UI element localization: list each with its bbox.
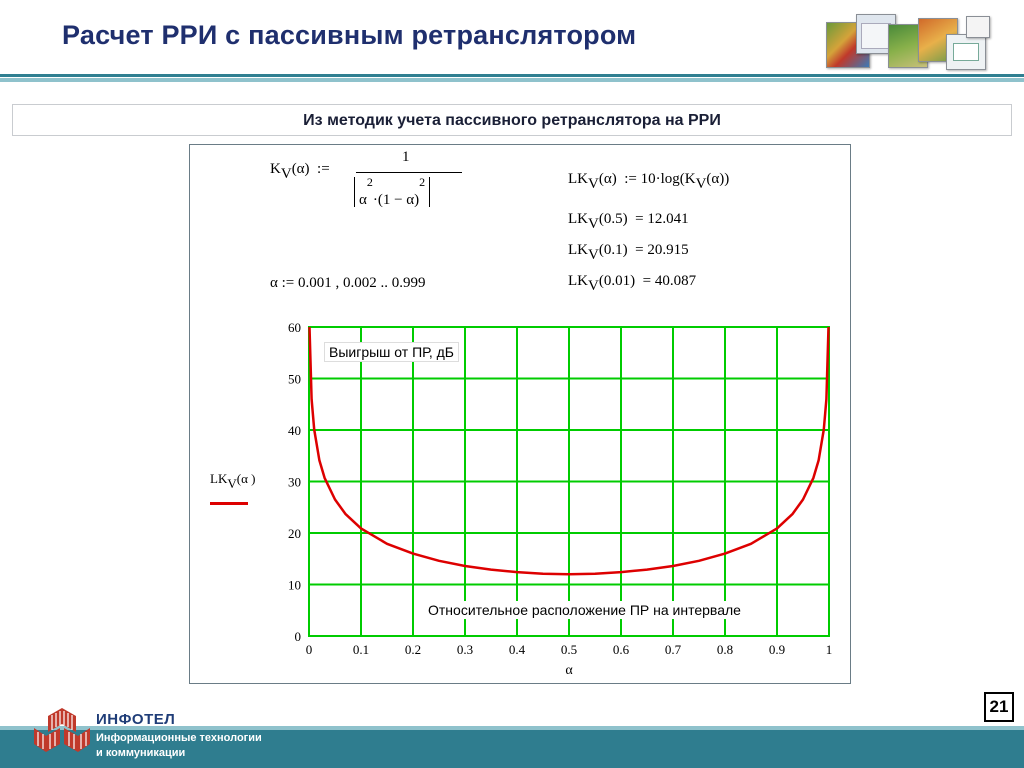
x-tick-label: 0.3	[457, 642, 473, 657]
x-tick-label: 1	[826, 642, 833, 657]
chart-legend-label: LKV(α )	[210, 471, 256, 491]
x-tick-label: 0.1	[353, 642, 369, 657]
lk-result-row: LKV(0.1) = 20.915	[568, 242, 689, 263]
footer-bar	[0, 730, 1024, 768]
header-divider	[0, 74, 1024, 82]
kv-numerator: 1	[402, 149, 410, 165]
x-tick-label: 0.7	[665, 642, 682, 657]
x-tick-label: 0.6	[613, 642, 630, 657]
chart-annotation-gain: Выигрыш от ПР, дБ	[324, 342, 459, 362]
x-tick-label: 0	[306, 642, 313, 657]
brand-tagline-1: Информационные технологии	[96, 732, 262, 744]
subtitle: Из методик учета пассивного ретранслятор…	[303, 112, 721, 129]
x-tick-label: 0.2	[405, 642, 421, 657]
chart-legend-swatch	[210, 502, 248, 505]
x-tick-label: 0.8	[717, 642, 733, 657]
brand-tagline-2: и коммуникации	[96, 747, 186, 759]
slide-title: Расчет РРИ с пассивным ретранслятором	[62, 20, 637, 50]
lk-chart: 0 0.1 0.2 0.3 0.4 0.5 0.6 0.7 0.8 0.9 101020304050…	[288, 320, 833, 678]
x-axis-label: α	[565, 663, 573, 678]
page-number: 21	[984, 692, 1014, 722]
lk-result-row: LKV(0.01) = 40.087	[568, 273, 697, 294]
mathcad-worksheet: KV(α) := 1 α2·(1 − α)2 α := 0.001 , 0.00…	[189, 144, 851, 684]
kv-denominator: α2·(1 − α)2	[354, 175, 431, 208]
y-tick-label: 10	[288, 578, 301, 593]
subtitle-box: Из методик учета пассивного ретранслятор…	[12, 104, 1012, 136]
lk-result-row: LKV(0.5) = 12.041	[568, 211, 689, 232]
header-screenshots-graphic	[826, 14, 990, 72]
y-tick-label: 60	[288, 320, 301, 335]
x-tick-label: 0.5	[561, 642, 577, 657]
chart-annotation-position: Относительное расположение ПР на интерва…	[424, 601, 745, 619]
alpha-range-definition: α := 0.001 , 0.002 .. 0.999	[270, 275, 426, 291]
y-tick-label: 30	[288, 475, 301, 490]
infotel-logo-icon	[34, 708, 90, 752]
y-tick-label: 0	[295, 629, 302, 644]
x-tick-label: 0.9	[769, 642, 785, 657]
y-tick-label: 40	[288, 423, 301, 438]
kv-definition-lhs: KV(α) :=	[270, 161, 330, 182]
fraction-bar	[356, 172, 462, 173]
y-tick-label: 20	[288, 526, 301, 541]
footer-band	[0, 726, 1024, 730]
lk-definition: LKV(α) := 10·log(KV(α))	[568, 171, 730, 192]
y-tick-label: 50	[288, 372, 301, 387]
series-line	[308, 326, 830, 576]
x-tick-label: 0.4	[509, 642, 526, 657]
brand-name: ИНФОТЕЛ	[96, 711, 176, 728]
